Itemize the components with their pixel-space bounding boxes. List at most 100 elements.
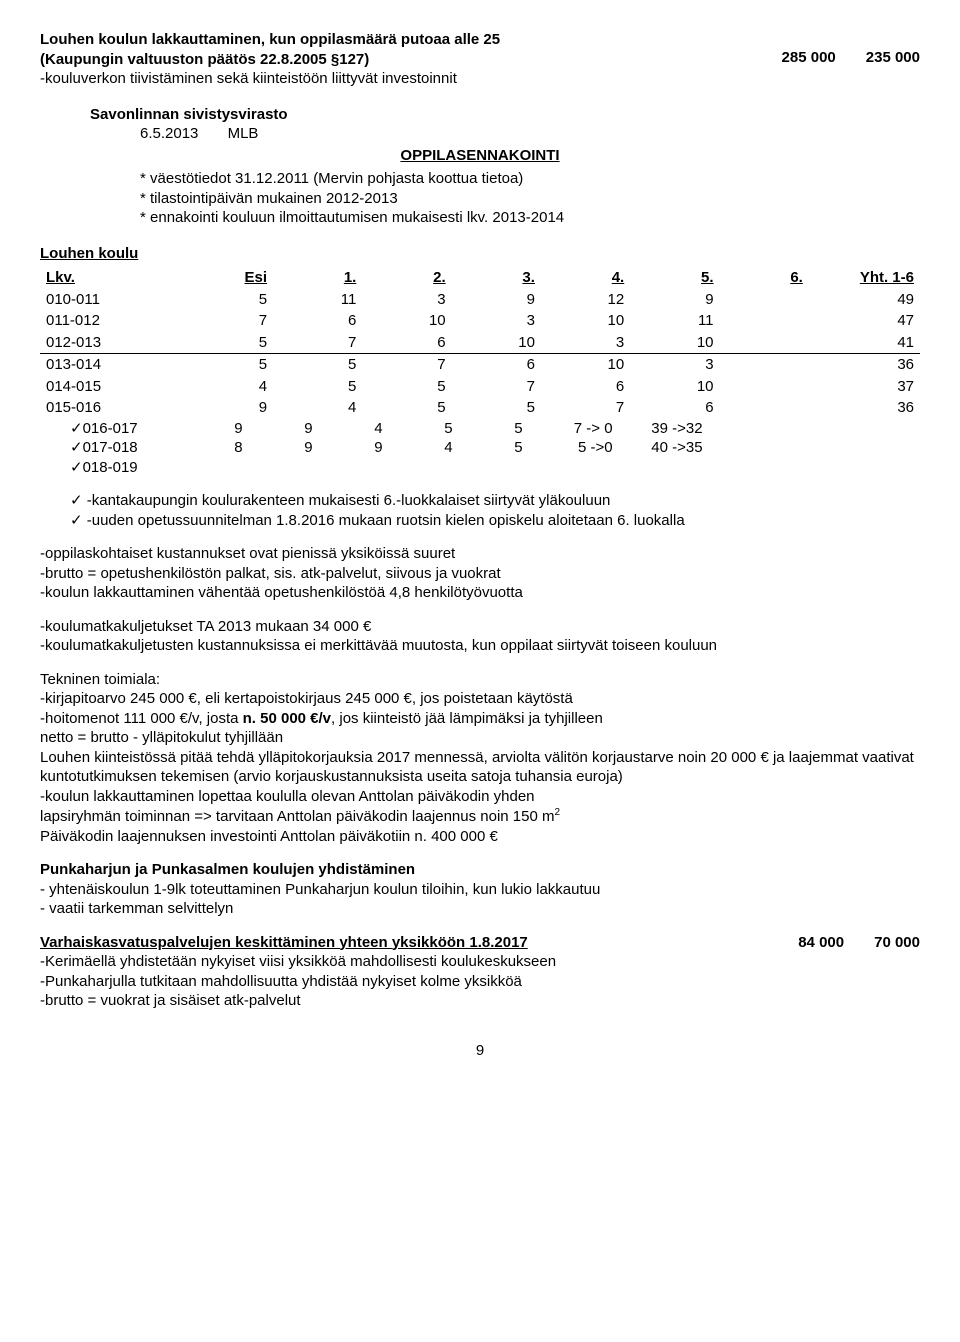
check-row: ✓ 016-017994557 -> 039 ->32 bbox=[70, 419, 920, 439]
row-cell: 6 bbox=[452, 354, 541, 376]
check-cell: 9 bbox=[313, 438, 383, 458]
punka-block: Punkaharjun ja Punkasalmen koulujen yhdi… bbox=[40, 860, 920, 919]
varhais-v2: 70 000 bbox=[874, 933, 920, 953]
table-row: 014-015455761037 bbox=[40, 376, 920, 398]
check-cell: 5 bbox=[453, 438, 523, 458]
row-label: 010-011 bbox=[40, 289, 184, 311]
row-cell: 5 bbox=[452, 397, 541, 419]
row-cell: 10 bbox=[630, 332, 719, 354]
p1-l3: -koulun lakkauttaminen vähentää opetushe… bbox=[40, 583, 920, 603]
punka-title: Punkaharjun ja Punkasalmen koulujen yhdi… bbox=[40, 860, 920, 880]
org-date-row: 6.5.2013 MLB bbox=[40, 124, 920, 144]
table-header-row: Lkv. Esi 1. 2. 3. 4. 5. 6. Yht. 1-6 bbox=[40, 267, 920, 289]
title-line-1: Louhen koulun lakkauttaminen, kun oppila… bbox=[40, 30, 782, 50]
row-cell: 3 bbox=[362, 289, 451, 311]
header-block: Louhen koulun lakkauttaminen, kun oppila… bbox=[40, 30, 920, 89]
check-cell: 8 bbox=[173, 438, 243, 458]
para-costs: -oppilaskohtaiset kustannukset ovat pien… bbox=[40, 544, 920, 603]
row-label: 013-014 bbox=[40, 354, 184, 376]
check-cell: 9 bbox=[243, 438, 313, 458]
org-date: 6.5.2013 bbox=[140, 125, 198, 142]
check-cell: 40 ->35 bbox=[613, 438, 703, 458]
row-cell: 5 bbox=[184, 354, 273, 376]
row-cell: 7 bbox=[541, 397, 630, 419]
check-cell: 5 bbox=[383, 419, 453, 439]
row-label: 011-012 bbox=[40, 310, 184, 332]
row-cell: 49 bbox=[720, 289, 920, 311]
header-value-1: 285 000 bbox=[782, 48, 836, 69]
varhais-l2: -Punkaharjulla tutkitaan mahdollisuutta … bbox=[40, 972, 920, 992]
row-cell: 11 bbox=[273, 289, 362, 311]
row-cell: 12 bbox=[541, 289, 630, 311]
tech-netto: netto = brutto - ylläpitokulut tyhjillää… bbox=[40, 728, 920, 748]
check-cell bbox=[243, 458, 313, 478]
punka-l2: - vaatii tarkemman selvittelyn bbox=[40, 899, 920, 919]
table-section: Louhen koulu Lkv. Esi 1. 2. 3. 4. 5. 6. … bbox=[40, 244, 920, 478]
varhais-block: Varhaiskasvatuspalvelujen keskittäminen … bbox=[40, 933, 920, 1011]
check-label: 017-018 bbox=[83, 438, 173, 458]
table-row: 010-0115113912949 bbox=[40, 289, 920, 311]
org-code: MLB bbox=[228, 125, 259, 142]
tech-hoito: -hoitomenot 111 000 €/v, josta n. 50 000… bbox=[40, 709, 920, 729]
check-row: ✓ 018-019 bbox=[70, 458, 920, 478]
check-cell: 5 bbox=[453, 419, 523, 439]
check-cell: 5 ->0 bbox=[523, 438, 613, 458]
varhais-title: Varhaiskasvatuspalvelujen keskittäminen … bbox=[40, 933, 798, 953]
check-icon: ✓ bbox=[70, 458, 83, 478]
table-row: 015-01694557636 bbox=[40, 397, 920, 419]
note-3: * ennakointi kouluun ilmoittautumisen mu… bbox=[140, 208, 920, 228]
check-row: ✓ 017-018899455 ->040 ->35 bbox=[70, 438, 920, 458]
check-cell: 9 bbox=[243, 419, 313, 439]
row-label: 012-013 bbox=[40, 332, 184, 354]
row-cell: 10 bbox=[452, 332, 541, 354]
bullet-2: -uuden opetussuunnitelman 1.8.2016 mukaa… bbox=[70, 511, 920, 531]
check-cell bbox=[173, 458, 243, 478]
th-3: 3. bbox=[452, 267, 541, 289]
varhais-v1: 84 000 bbox=[798, 933, 844, 953]
org-name: Savonlinnan sivistysvirasto bbox=[40, 105, 920, 125]
punka-l1: - yhtenäiskoulun 1-9lk toteuttaminen Pun… bbox=[40, 880, 920, 900]
th-yht: Yht. 1-6 bbox=[809, 267, 920, 289]
row-cell: 6 bbox=[273, 310, 362, 332]
check-cell: 7 -> 0 bbox=[523, 419, 613, 439]
row-cell: 3 bbox=[541, 332, 630, 354]
check-cell bbox=[523, 458, 613, 478]
tech-hoito-b: n. 50 000 €/v bbox=[243, 710, 331, 727]
check-cell: 9 bbox=[173, 419, 243, 439]
row-cell: 3 bbox=[452, 310, 541, 332]
row-cell: 10 bbox=[541, 310, 630, 332]
row-label: 014-015 bbox=[40, 376, 184, 398]
header-subtitle: -kouluverkon tiivistäminen sekä kiinteis… bbox=[40, 69, 920, 89]
check-label: 018-019 bbox=[83, 458, 173, 478]
p1-l1: -oppilaskohtaiset kustannukset ovat pien… bbox=[40, 544, 920, 564]
note-2: * tilastointipäivän mukainen 2012-2013 bbox=[140, 189, 920, 209]
varhais-l1: -Kerimäellä yhdistetään nykyiset viisi y… bbox=[40, 952, 920, 972]
note-1: * väestötiedot 31.12.2011 (Mervin pohjas… bbox=[140, 169, 920, 189]
row-cell: 3 bbox=[630, 354, 719, 376]
para-transport: -koulumatkakuljetukset TA 2013 mukaan 34… bbox=[40, 617, 920, 656]
tech-l4a: lapsiryhmän toiminnan => tarvitaan Antto… bbox=[40, 808, 555, 825]
check-icon: ✓ bbox=[70, 438, 83, 458]
check-cell: 4 bbox=[383, 438, 453, 458]
row-cell: 9 bbox=[452, 289, 541, 311]
row-cell: 7 bbox=[452, 376, 541, 398]
org-block: Savonlinnan sivistysvirasto 6.5.2013 MLB… bbox=[40, 105, 920, 228]
row-cell: 5 bbox=[362, 397, 451, 419]
bullet-list: -kantakaupungin koulurakenteen mukaisest… bbox=[40, 491, 920, 530]
title-line-2: (Kaupungin valtuuston päätös 22.8.2005 §… bbox=[40, 50, 782, 70]
header-value-2: 235 000 bbox=[866, 48, 920, 69]
row-cell: 5 bbox=[362, 376, 451, 398]
row-cell: 47 bbox=[720, 310, 920, 332]
row-cell: 11 bbox=[630, 310, 719, 332]
row-cell: 7 bbox=[273, 332, 362, 354]
table-title: Louhen koulu bbox=[40, 244, 920, 264]
tech-l1: -kirjapitoarvo 245 000 €, eli kertapoist… bbox=[40, 689, 920, 709]
row-cell: 4 bbox=[273, 397, 362, 419]
check-rows: ✓ 016-017994557 -> 039 ->32✓ 017-0188994… bbox=[40, 419, 920, 478]
check-cell bbox=[383, 458, 453, 478]
row-label: 015-016 bbox=[40, 397, 184, 419]
th-5: 5. bbox=[630, 267, 719, 289]
check-cell: 4 bbox=[313, 419, 383, 439]
row-cell: 36 bbox=[720, 397, 920, 419]
row-cell: 5 bbox=[273, 354, 362, 376]
